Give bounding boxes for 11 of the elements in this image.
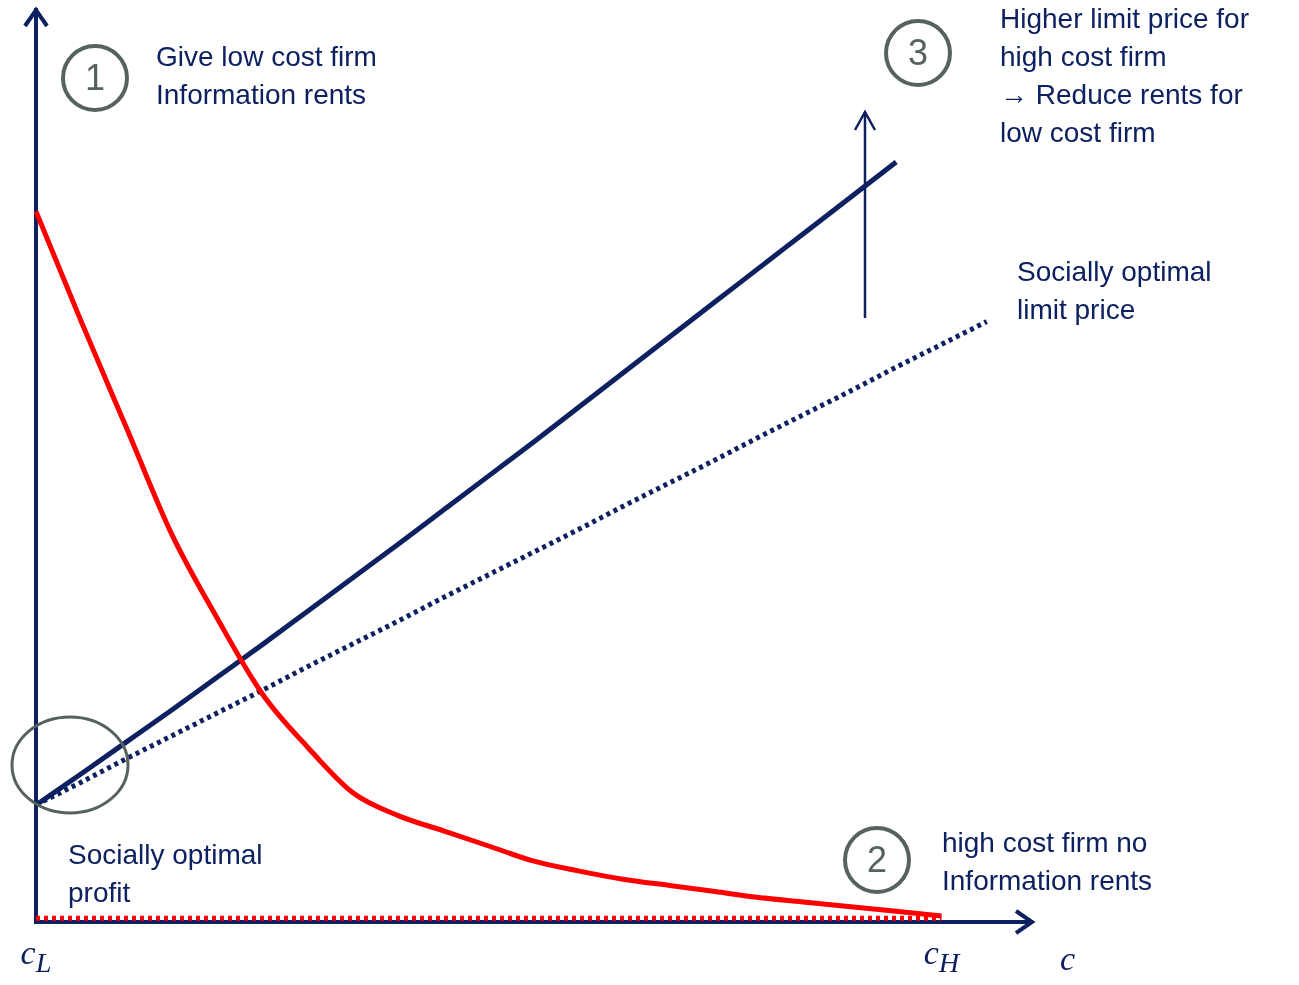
series-label: Socially optimal profit [68, 838, 264, 910]
text: 1 [84, 57, 106, 98]
text: Give low cost firm Information rents [156, 40, 377, 112]
text: 3 [907, 32, 929, 73]
series-label: Socially optimal limit price [1017, 255, 1213, 327]
annotation: 2 [866, 839, 888, 880]
x-tick-label: c$_{H}$ [922, 934, 962, 979]
x-tick-label: c$_{L}$ [19, 934, 53, 979]
text: Higher limit price for high cost firm → Reduce rents for low cost firm [1000, 2, 1249, 150]
annotation: high cost firm no Information rents [942, 826, 1153, 898]
x-axis-title: c [1060, 940, 1076, 978]
